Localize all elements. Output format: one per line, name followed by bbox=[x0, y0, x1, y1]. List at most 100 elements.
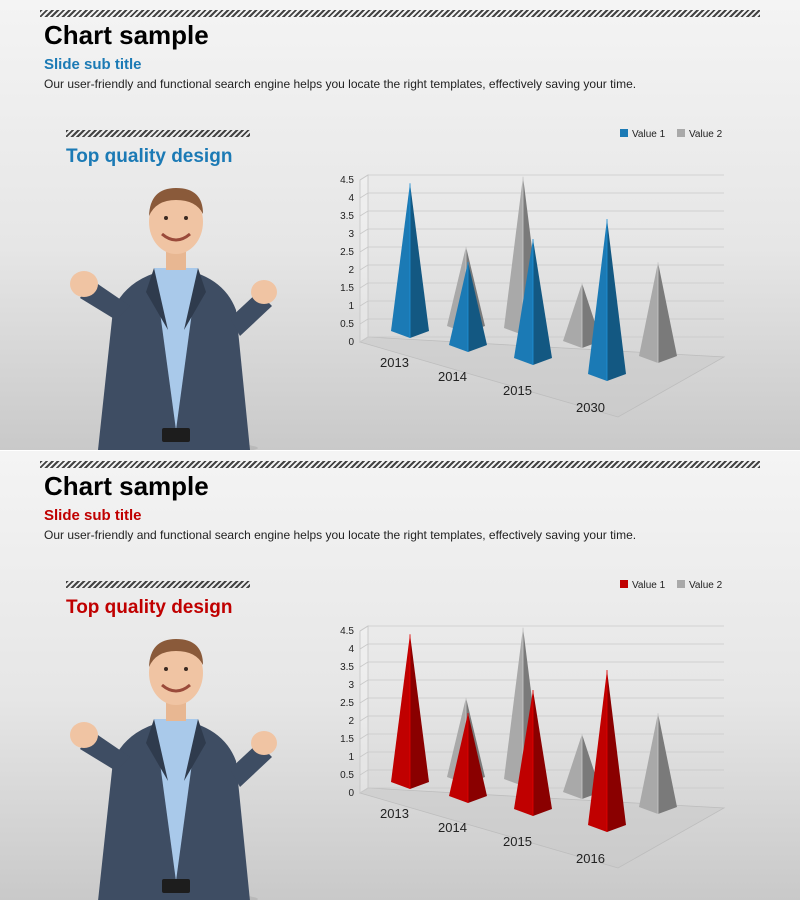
x-tick-label: 2013 bbox=[380, 355, 409, 370]
legend-label: Value 2 bbox=[689, 129, 723, 140]
legend-label: Value 1 bbox=[632, 129, 666, 140]
left-fist bbox=[70, 271, 98, 297]
slide-subtitle: Slide sub title bbox=[44, 56, 142, 73]
gridline-side bbox=[359, 661, 369, 668]
y-tick-label: 0 bbox=[348, 788, 354, 799]
left-fist bbox=[70, 722, 98, 748]
y-tick-label: 4.5 bbox=[340, 175, 354, 186]
slide-description: Our user-friendly and functional search … bbox=[44, 528, 637, 542]
slide-2: Chart sample Slide sub title Our user-fr… bbox=[0, 450, 800, 900]
section-heading: Top quality design bbox=[66, 597, 233, 618]
gridline-side bbox=[359, 300, 369, 307]
slide-title: Chart sample bbox=[44, 471, 209, 501]
belt bbox=[162, 879, 190, 893]
y-tick-label: 2 bbox=[348, 265, 354, 276]
gridline-side bbox=[359, 625, 369, 632]
legend-label: Value 1 bbox=[632, 580, 666, 591]
gridline-side bbox=[359, 697, 369, 704]
bar-value-1 bbox=[449, 262, 487, 352]
x-tick-label: 2013 bbox=[380, 806, 409, 821]
y-tick-label: 0.5 bbox=[340, 770, 354, 781]
x-tick-label: 2014 bbox=[438, 369, 467, 384]
eye bbox=[184, 667, 188, 671]
y-tick-label: 4.5 bbox=[340, 626, 354, 637]
pyramid-chart: 0 0.5 1 1.5 2 2.5 3 3.5 4 4.5 2013 2014 2015 2016 Valu… bbox=[340, 580, 726, 869]
gridline-side bbox=[359, 228, 369, 235]
shirt bbox=[154, 719, 198, 881]
bar-value-1 bbox=[588, 670, 626, 832]
bar-value-1 bbox=[514, 690, 552, 816]
hair bbox=[149, 188, 203, 216]
slide-1: Chart sample Slide sub title Our user-fr… bbox=[0, 0, 800, 450]
y-tick-label: 0.5 bbox=[340, 319, 354, 330]
gridline-side bbox=[359, 679, 369, 686]
gridline-side bbox=[359, 769, 369, 776]
y-tick-label: 2.5 bbox=[340, 698, 354, 709]
slide-title: Chart sample bbox=[44, 20, 209, 50]
gridline-side bbox=[359, 264, 369, 271]
y-tick-label: 3 bbox=[348, 680, 354, 691]
y-tick-label: 2 bbox=[348, 716, 354, 727]
shirt bbox=[154, 268, 198, 430]
belt bbox=[162, 428, 190, 442]
slide-subtitle: Slide sub title bbox=[44, 507, 142, 524]
eye bbox=[164, 216, 168, 220]
gridline-side bbox=[359, 715, 369, 722]
chart-grid: 0 0.5 1 1.5 2 2.5 3 3.5 4 4.5 2013 2014 2015 2016 bbox=[340, 625, 726, 869]
right-fist bbox=[251, 280, 277, 304]
x-tick-label: 2015 bbox=[503, 834, 532, 849]
top-hatch-bar bbox=[40, 10, 760, 17]
y-tick-label: 1.5 bbox=[340, 283, 354, 294]
bar-value-1 bbox=[514, 239, 552, 365]
x-tick-label: 2016 bbox=[576, 851, 605, 866]
hair bbox=[149, 639, 203, 667]
gridline-side bbox=[359, 282, 369, 289]
y-tick-label: 1 bbox=[348, 752, 354, 763]
gridline-side bbox=[359, 751, 369, 758]
right-fist bbox=[251, 731, 277, 755]
top-hatch-bar bbox=[40, 461, 760, 468]
y-tick-label: 3.5 bbox=[340, 662, 354, 673]
gridline-side bbox=[359, 318, 369, 325]
bar-value-1 bbox=[588, 219, 626, 381]
legend-swatch bbox=[620, 129, 628, 137]
head bbox=[149, 190, 203, 254]
pyramid-chart: 0 0.5 1 1.5 2 2.5 3 3.5 4 4.5 2013 2014 2015 2030 Valu… bbox=[340, 129, 726, 418]
chart-legend: Value 1 Value 2 bbox=[620, 129, 723, 140]
smile bbox=[161, 683, 191, 693]
y-tick-label: 3 bbox=[348, 229, 354, 240]
y-tick-label: 4 bbox=[348, 644, 354, 655]
y-tick-label: 1 bbox=[348, 301, 354, 312]
bar-value-1 bbox=[391, 634, 429, 789]
smile bbox=[161, 232, 191, 242]
gridline-side bbox=[359, 336, 369, 343]
eye bbox=[164, 667, 168, 671]
x-tick-label: 2014 bbox=[438, 820, 467, 835]
section-heading: Top quality design bbox=[66, 146, 233, 167]
gridline-side bbox=[359, 192, 369, 199]
bar-value-1 bbox=[391, 183, 429, 338]
eye bbox=[184, 216, 188, 220]
y-tick-label: 1.5 bbox=[340, 734, 354, 745]
gridline-side bbox=[359, 174, 369, 181]
section-hatch-bar bbox=[66, 130, 250, 137]
businessman-photo bbox=[70, 188, 277, 450]
bar-value-2 bbox=[639, 262, 677, 363]
chart-legend: Value 1 Value 2 bbox=[620, 580, 723, 591]
y-tick-label: 2.5 bbox=[340, 247, 354, 258]
businessman-photo bbox=[70, 639, 277, 900]
y-tick-label: 4 bbox=[348, 193, 354, 204]
chart-side-wall bbox=[359, 625, 369, 794]
bar-value-2 bbox=[639, 713, 677, 814]
legend-label: Value 2 bbox=[689, 580, 723, 591]
y-tick-label: 3.5 bbox=[340, 211, 354, 222]
gridline-side bbox=[359, 733, 369, 740]
x-tick-label: 2015 bbox=[503, 383, 532, 398]
chart-grid: 0 0.5 1 1.5 2 2.5 3 3.5 4 4.5 2013 2014 2015 2030 bbox=[340, 174, 726, 418]
y-tick-label: 0 bbox=[348, 337, 354, 348]
slide-description: Our user-friendly and functional search … bbox=[44, 77, 637, 91]
section-hatch-bar bbox=[66, 581, 250, 588]
gridline-side bbox=[359, 210, 369, 217]
legend-swatch bbox=[677, 129, 685, 137]
gridline-side bbox=[359, 787, 369, 794]
